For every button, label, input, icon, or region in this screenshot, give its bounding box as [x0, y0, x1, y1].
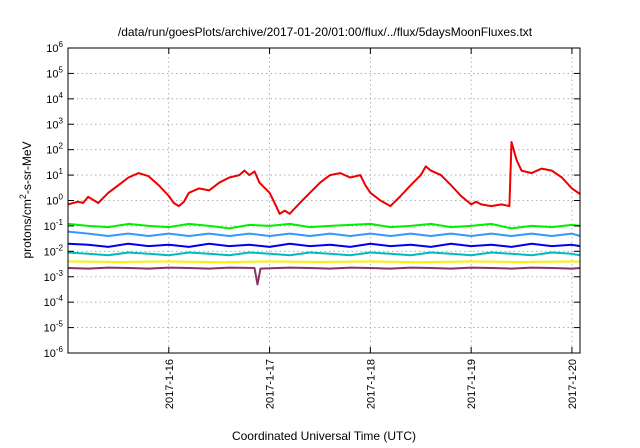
x-tick-label: 2017-1-16: [164, 359, 176, 409]
y-tick-label: 10-4: [44, 294, 64, 309]
y-tick-label: 100: [46, 193, 63, 208]
series-line-3: [67, 230, 581, 237]
y-tick-label: 10-3: [44, 269, 64, 284]
y-tick-label-exponent: -3: [56, 269, 64, 278]
series-line-6: [67, 260, 581, 264]
y-tick-label: 10-6: [44, 345, 64, 360]
y-tick-label-exponent: -6: [56, 345, 64, 354]
series-line-1: [67, 141, 581, 215]
y-axis-label: protons/cm2-s-sr-MeV: [18, 141, 34, 258]
y-tick-label: 10-5: [44, 320, 64, 335]
y-tick-label-base: 10: [46, 145, 58, 157]
y-tick-label-base: 10: [44, 323, 56, 335]
x-tick-label: 2017-1-18: [365, 359, 377, 409]
y-tick-label-base: 10: [46, 196, 58, 208]
y-tick-label: 106: [46, 40, 63, 55]
y-tick-label: 105: [46, 65, 63, 80]
y-axis-label-pre: protons/cm: [20, 199, 34, 258]
y-tick-label-base: 10: [44, 246, 56, 258]
y-tick-label: 103: [46, 116, 63, 131]
series-group: [67, 141, 581, 286]
y-tick-label: 10-2: [44, 243, 64, 258]
y-tick-label-base: 10: [46, 43, 58, 55]
grid: [68, 48, 580, 353]
y-tick-label-exponent: 4: [59, 91, 64, 100]
y-tick-label-base: 10: [44, 272, 56, 284]
series-line-7: [67, 266, 581, 286]
y-tick-label-exponent: 6: [59, 40, 64, 49]
y-tick-label: 101: [46, 167, 63, 182]
y-tick-label-exponent: -4: [56, 294, 64, 303]
y-tick-label-exponent: -5: [56, 320, 64, 329]
y-tick-label-base: 10: [44, 348, 56, 360]
y-tick-label-exponent: -1: [56, 218, 64, 227]
y-tick-label-base: 10: [46, 68, 58, 80]
x-tick-label: 2017-1-19: [466, 359, 478, 409]
y-tick-label-exponent: 3: [59, 116, 64, 125]
chart-title: /data/run/goesPlots/archive/2017-01-20/0…: [118, 25, 533, 39]
y-tick-label-exponent: -2: [56, 243, 64, 252]
y-tick-label-base: 10: [46, 170, 58, 182]
y-tick-label-base: 10: [46, 94, 58, 106]
y-tick-label: 102: [46, 142, 63, 157]
x-tick-labels: 2017-1-16 2017-1-17 2017-1-18 2017-1-19 2017…: [164, 359, 579, 409]
y-tick-label: 10-1: [44, 218, 64, 233]
y-tick-label-base: 10: [44, 221, 56, 233]
y-axis-label-sup: 2: [18, 194, 28, 199]
y-axis-label-post: -s-sr-MeV: [20, 141, 34, 194]
y-tick-label-exponent: 2: [59, 142, 64, 151]
y-tick-label-exponent: 0: [59, 193, 64, 202]
series-line-5: [67, 251, 581, 257]
series-line-4: [67, 242, 581, 248]
y-tick-label-exponent: 5: [59, 65, 64, 74]
y-tick-label: 104: [46, 91, 63, 106]
y-tick-label-base: 10: [46, 119, 58, 131]
x-tick-label: 2017-1-17: [265, 359, 277, 409]
tick-marks: [68, 47, 580, 354]
x-tick-label: 2017-1-20: [567, 359, 579, 409]
x-axis-label: Coordinated Universal Time (UTC): [232, 429, 416, 443]
y-tick-label-base: 10: [44, 297, 56, 309]
series-line-2: [67, 222, 581, 230]
y-tick-label-exponent: 1: [59, 167, 64, 176]
y-tick-labels: 10610510410310210110010-110-210-310-410-…: [44, 40, 64, 360]
